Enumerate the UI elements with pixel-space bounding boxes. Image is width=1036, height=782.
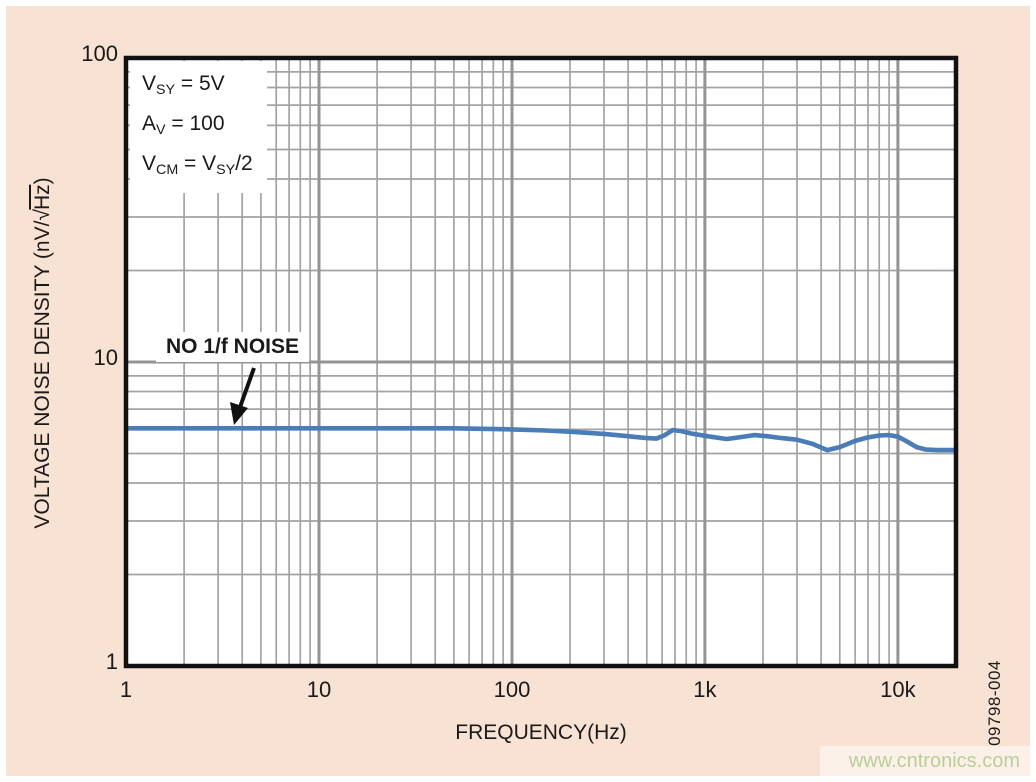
y-tick-label: 100 [81, 41, 118, 66]
x-tick-label: 10 [306, 677, 332, 702]
grid-major [126, 58, 956, 666]
noise-curve [123, 425, 959, 453]
watermark-text: www.cntronics.com [848, 749, 1020, 772]
condition-line: VSY = 5V [142, 72, 225, 98]
test-conditions-box: VSY = 5V AV = 100 VCM = VSY/2 [130, 61, 267, 193]
x-tick-label: 100 [493, 677, 531, 702]
sqrt-radicand: Hz [29, 184, 54, 211]
plot-frame [123, 55, 959, 669]
y-tick-label: 10 [93, 345, 118, 370]
watermark-strip: www.cntronics.com [820, 746, 1030, 776]
y-axis-title-suffix: ) [31, 177, 54, 185]
x-tick-label: 10k [880, 677, 916, 702]
y-axis-title-prefix: VOLTAGE NOISE DENSITY (nV/ [31, 220, 54, 529]
no-1f-noise-label: NO 1/f NOISE [156, 332, 310, 362]
x-tick-label: 1k [693, 677, 717, 702]
x-axis-title: FREQUENCY(Hz) [455, 721, 627, 744]
y-axis-title: VOLTAGE NOISE DENSITY (nV/√Hz) [29, 177, 55, 529]
annotation-arrow [230, 367, 256, 425]
condition-line: VCM = VSY/2 [142, 151, 253, 178]
condition-line: AV = 100 [142, 111, 225, 138]
y-tick-label: 1 [105, 649, 118, 674]
x-tick-label: 1 [119, 677, 133, 702]
sqrt-symbol: √ [31, 209, 54, 221]
figure-code: 09798-004 [985, 660, 1004, 746]
